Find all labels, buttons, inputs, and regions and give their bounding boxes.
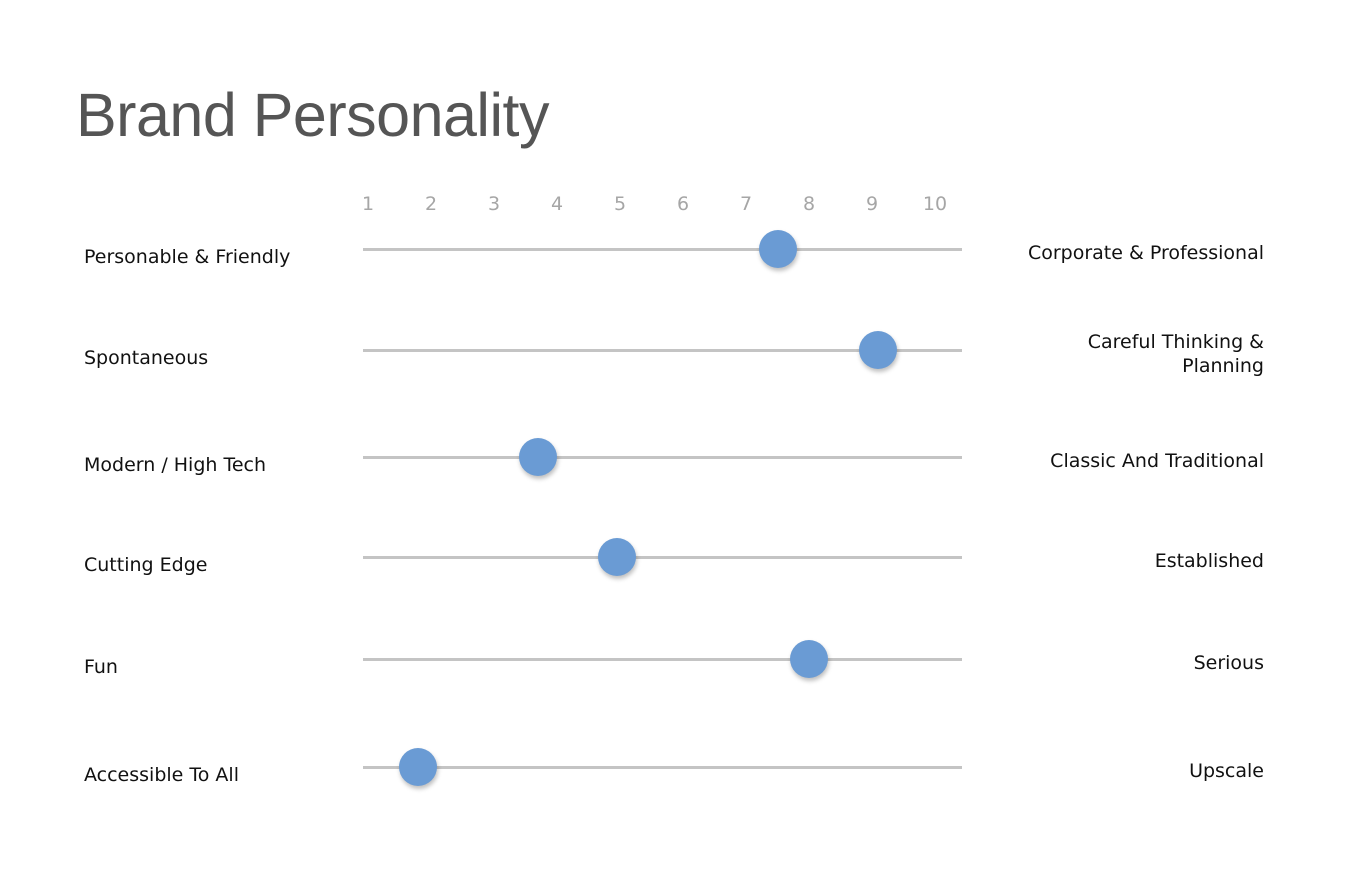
- right-label-line: Corporate & Professional: [1027, 242, 1264, 264]
- right-label-line: Serious: [1193, 652, 1264, 674]
- left-label: Cutting Edge: [84, 554, 208, 576]
- slider-knob[interactable]: [597, 538, 636, 576]
- left-label: Spontaneous: [84, 347, 209, 369]
- slider-knob[interactable]: [758, 230, 797, 268]
- tick-label-7: 7: [739, 193, 753, 215]
- tick-label-1: 1: [361, 193, 375, 215]
- left-label: Personable & Friendly: [84, 246, 291, 268]
- right-label: Classic And Traditional: [944, 449, 1264, 473]
- tick-label-5: 5: [613, 193, 627, 215]
- left-label: Modern / High Tech: [84, 454, 267, 476]
- slider-track: [363, 766, 962, 769]
- slider-knob[interactable]: [859, 331, 898, 369]
- slider-knob[interactable]: [399, 748, 438, 786]
- right-label-line: Upscale: [1189, 760, 1264, 782]
- tick-label-4: 4: [550, 193, 564, 215]
- right-label-line: Careful Thinking &: [1087, 331, 1264, 353]
- right-label-line: Planning: [1182, 355, 1264, 377]
- tick-label-10: 10: [922, 193, 948, 215]
- slider-track: [363, 349, 962, 352]
- slider-track: [363, 658, 962, 661]
- right-label: Careful Thinking & Planning: [944, 330, 1264, 378]
- slider-knob[interactable]: [519, 438, 558, 476]
- tick-label-3: 3: [487, 193, 501, 215]
- right-label-line: Established: [1154, 550, 1264, 572]
- slider-track: [363, 456, 962, 459]
- tick-label-8: 8: [802, 193, 816, 215]
- right-label: Upscale: [944, 759, 1264, 783]
- tick-label-9: 9: [865, 193, 879, 215]
- slider-track: [363, 248, 962, 251]
- right-label: Serious: [944, 651, 1264, 675]
- page-title: Brand Personality: [76, 81, 549, 149]
- slider-knob[interactable]: [790, 640, 828, 678]
- tick-label-6: 6: [676, 193, 690, 215]
- tick-label-2: 2: [424, 193, 438, 215]
- slider-track: [363, 556, 962, 559]
- left-label: Fun: [84, 656, 118, 678]
- right-label: Corporate & Professional: [944, 241, 1264, 265]
- right-label: Established: [944, 549, 1264, 573]
- right-label-line: Classic And Traditional: [1050, 450, 1264, 472]
- left-label: Accessible To All: [84, 764, 239, 786]
